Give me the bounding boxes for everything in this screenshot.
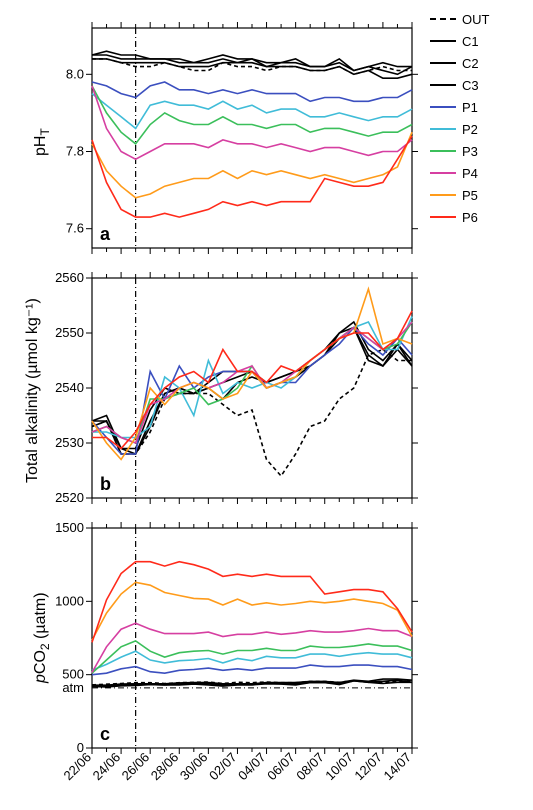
svg-text:7.6: 7.6 [66, 221, 84, 236]
svg-text:c: c [100, 724, 110, 744]
svg-text:2530: 2530 [55, 435, 84, 450]
legend-label: P6 [462, 210, 478, 225]
svg-text:atm: atm [62, 680, 84, 695]
svg-text:08/07: 08/07 [293, 750, 327, 784]
legend-label: P1 [462, 100, 478, 115]
svg-text:10/07: 10/07 [322, 750, 356, 784]
legend-label: C3 [462, 78, 479, 93]
svg-text:b: b [100, 474, 111, 494]
legend-row: P6 [430, 206, 489, 228]
svg-text:06/07: 06/07 [264, 750, 298, 784]
svg-text:1000: 1000 [55, 593, 84, 608]
svg-text:30/06: 30/06 [177, 750, 211, 784]
svg-text:22/06: 22/06 [61, 750, 95, 784]
legend-row: C2 [430, 52, 489, 74]
legend-label: OUT [462, 12, 489, 27]
legend-row: P5 [430, 184, 489, 206]
legend-swatch [430, 216, 456, 218]
legend-row: OUT [430, 8, 489, 30]
svg-text:2560: 2560 [55, 270, 84, 285]
svg-text:1500: 1500 [55, 520, 84, 535]
svg-text:8.0: 8.0 [66, 66, 84, 81]
svg-text:24/06: 24/06 [90, 750, 124, 784]
svg-text:a: a [100, 224, 111, 244]
legend-swatch [430, 62, 456, 64]
legend-swatch [430, 150, 456, 152]
legend-swatch [430, 106, 456, 108]
legend-swatch [430, 84, 456, 86]
legend-row: C3 [430, 74, 489, 96]
svg-text:26/06: 26/06 [119, 750, 153, 784]
svg-text:28/06: 28/06 [148, 750, 182, 784]
legend: OUT C1 C2 C3 P1 P2 P3 P4 P5 P6 [430, 8, 489, 228]
panel-b-ylabel: Total alkalinity (µmol kg⁻¹) [22, 298, 42, 483]
legend-swatch [430, 18, 456, 20]
legend-swatch [430, 128, 456, 130]
svg-text:12/07: 12/07 [351, 750, 385, 784]
legend-row: P3 [430, 140, 489, 162]
legend-swatch [430, 172, 456, 174]
svg-text:14/07: 14/07 [381, 750, 415, 784]
panel-a-ylabel: pHT [32, 128, 52, 156]
legend-row: P2 [430, 118, 489, 140]
legend-row: P4 [430, 162, 489, 184]
figure-container: OUT C1 C2 C3 P1 P2 P3 P4 P5 P6 pHT Total alkalini… [0, 0, 533, 810]
legend-label: C2 [462, 56, 479, 71]
panel-c-ylabel: pCO2 (µatm) [32, 592, 52, 683]
legend-label: P4 [462, 166, 478, 181]
legend-label: P5 [462, 188, 478, 203]
svg-text:2540: 2540 [55, 380, 84, 395]
legend-label: P2 [462, 122, 478, 137]
svg-text:2550: 2550 [55, 325, 84, 340]
svg-text:7.8: 7.8 [66, 144, 84, 159]
legend-label: P3 [462, 144, 478, 159]
svg-text:04/07: 04/07 [235, 750, 269, 784]
svg-text:02/07: 02/07 [206, 750, 240, 784]
legend-label: C1 [462, 34, 479, 49]
legend-row: P1 [430, 96, 489, 118]
legend-row: C1 [430, 30, 489, 52]
legend-swatch [430, 40, 456, 42]
svg-text:2520: 2520 [55, 490, 84, 505]
legend-swatch [430, 194, 456, 196]
